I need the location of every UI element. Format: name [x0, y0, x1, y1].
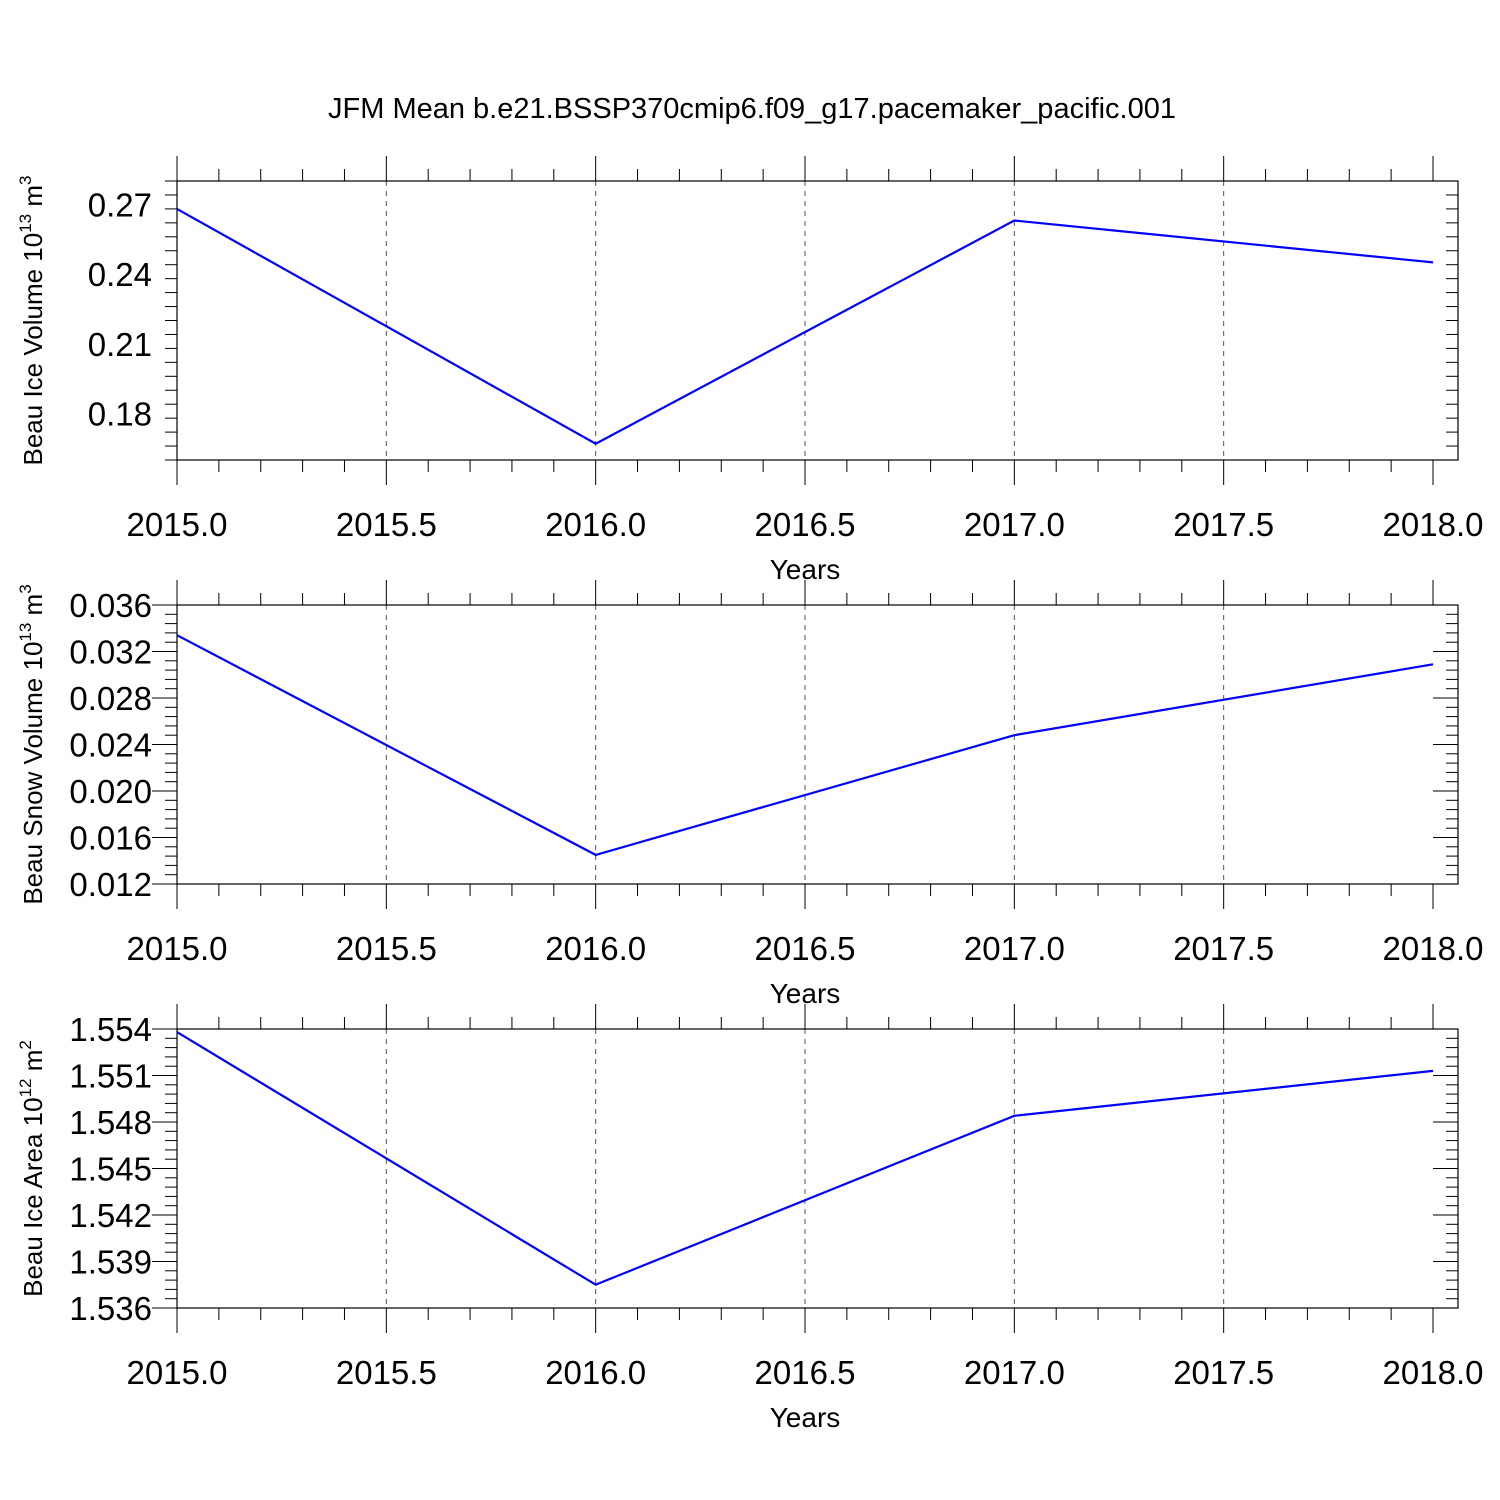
x-tick-label: 2017.5 — [1173, 930, 1274, 967]
x-tick-label: 2017.0 — [964, 930, 1065, 967]
y-axis-label: Beau Snow Volume 1013 m3 — [16, 584, 48, 904]
x-axis-label: Years — [770, 554, 841, 585]
y-tick-label: 0.020 — [69, 773, 152, 810]
series-line — [176, 1031, 1434, 1286]
chart-title: JFM Mean b.e21.BSSP370cmip6.f09_g17.pace… — [328, 93, 1176, 125]
x-tick-label: 2016.0 — [545, 506, 646, 543]
y-tick-label: 1.548 — [69, 1104, 152, 1141]
x-tick-label: 2018.0 — [1383, 506, 1484, 543]
y-tick-label: 1.554 — [69, 1011, 152, 1048]
x-tick-label: 2018.0 — [1383, 930, 1484, 967]
x-axis-label: Years — [770, 978, 841, 1009]
y-tick-label: 1.545 — [69, 1151, 152, 1188]
y-tick-label: 0.024 — [69, 727, 152, 764]
x-tick-label: 2016.0 — [545, 1354, 646, 1391]
y-tick-label: 0.21 — [88, 326, 152, 363]
x-tick-label: 2015.0 — [127, 506, 228, 543]
y-tick-label: 0.27 — [88, 186, 152, 223]
x-tick-label: 2015.5 — [336, 506, 437, 543]
x-tick-label: 2016.5 — [755, 930, 856, 967]
x-tick-label: 2015.5 — [336, 1354, 437, 1391]
x-tick-label: 2017.0 — [964, 1354, 1065, 1391]
plot-frame — [176, 180, 1459, 461]
y-axis-label: Beau Ice Area 1012 m2 — [16, 1040, 48, 1297]
y-tick-label: 1.551 — [69, 1058, 152, 1095]
plot-frame — [176, 1028, 1459, 1309]
series-line — [176, 634, 1434, 857]
x-tick-label: 2016.5 — [755, 506, 856, 543]
x-tick-label: 2016.0 — [545, 930, 646, 967]
x-tick-label: 2015.0 — [127, 930, 228, 967]
y-tick-label: 0.24 — [88, 256, 152, 293]
x-tick-label: 2017.0 — [964, 506, 1065, 543]
y-tick-label: 1.536 — [69, 1290, 152, 1327]
x-tick-label: 2018.0 — [1383, 1354, 1484, 1391]
x-axis-label: Years — [770, 1402, 841, 1433]
y-tick-label: 0.18 — [88, 396, 152, 433]
x-tick-label: 2017.5 — [1173, 506, 1274, 543]
y-tick-label: 1.539 — [69, 1244, 152, 1281]
y-tick-label: 0.012 — [69, 866, 152, 903]
y-tick-label: 0.032 — [69, 634, 152, 671]
y-tick-label: 0.036 — [69, 587, 152, 624]
y-tick-label: 1.542 — [69, 1197, 152, 1234]
x-tick-label: 2015.0 — [127, 1354, 228, 1391]
x-tick-label: 2015.5 — [336, 930, 437, 967]
x-tick-label: 2017.5 — [1173, 1354, 1274, 1391]
panel-3: 2015.0 2015.5 2016.0 2016.5 2017.0 2017.5 2018… — [16, 1004, 1483, 1433]
x-tick-label: 2016.5 — [755, 1354, 856, 1391]
series-line — [176, 207, 1434, 445]
y-axis-label: Beau Ice Volume 1013 m3 — [16, 176, 48, 466]
plot-frame — [176, 604, 1459, 885]
y-tick-label: 0.016 — [69, 820, 152, 857]
y-tick-label: 0.028 — [69, 680, 152, 717]
panel-1: 2015.0 2015.5 2016.0 2016.5 2017.0 2017.5 2018… — [16, 156, 1483, 585]
panel-2: 2015.0 2015.5 2016.0 2016.5 2017.0 2017.5 2018… — [16, 580, 1483, 1009]
